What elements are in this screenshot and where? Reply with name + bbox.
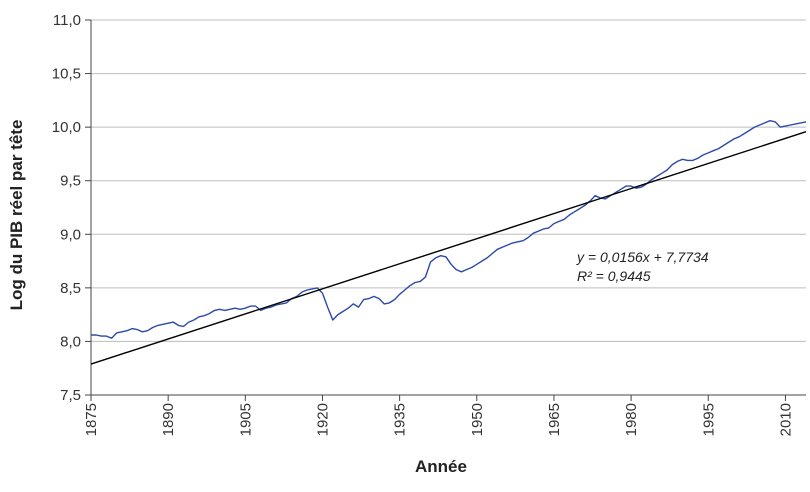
x-tick-labels: 1875 1890 1905 1920 1935 1950 1965 1980 1995 2010 bbox=[83, 403, 794, 436]
y-tick-label: 8,0 bbox=[60, 333, 81, 350]
trend-equation: y = 0,0156x + 7,7734 bbox=[576, 249, 709, 265]
x-tick-label: 1950 bbox=[469, 403, 486, 436]
y-tick-labels: 7,5 8,0 8,5 9,0 9,5 10,0 10,5 11,0 bbox=[52, 12, 81, 404]
x-tick-label: 1905 bbox=[237, 403, 254, 436]
y-tick-label: 7,5 bbox=[60, 387, 81, 404]
trend-r2: R² = 0,9445 bbox=[577, 268, 651, 284]
y-tick-label: 8,5 bbox=[60, 280, 81, 297]
x-tick-label: 2010 bbox=[777, 403, 794, 436]
y-tick-label: 11,0 bbox=[53, 12, 81, 29]
series-layer bbox=[91, 119, 807, 339]
y-tick-label: 9,0 bbox=[60, 226, 81, 243]
x-tick-label: 1920 bbox=[314, 403, 331, 436]
y-tick-label: 10,0 bbox=[52, 119, 81, 136]
x-tick-label: 1935 bbox=[392, 403, 409, 436]
y-tick-label: 10,5 bbox=[52, 66, 81, 83]
axes bbox=[85, 19, 806, 401]
series-line bbox=[91, 119, 807, 339]
x-axis-title: Année bbox=[415, 457, 467, 476]
x-tick-label: 1875 bbox=[83, 403, 100, 436]
x-tick-label: 1995 bbox=[700, 403, 717, 436]
trend-layer bbox=[90, 131, 807, 365]
y-tick-label: 9,5 bbox=[60, 173, 81, 190]
trend-line bbox=[90, 131, 807, 365]
x-tick-label: 1980 bbox=[623, 403, 640, 436]
x-tick-label: 1965 bbox=[546, 403, 563, 436]
gridlines bbox=[91, 19, 806, 396]
x-tick-label: 1890 bbox=[160, 403, 177, 436]
y-axis-title: Log du PIB réel par tête bbox=[7, 120, 26, 311]
